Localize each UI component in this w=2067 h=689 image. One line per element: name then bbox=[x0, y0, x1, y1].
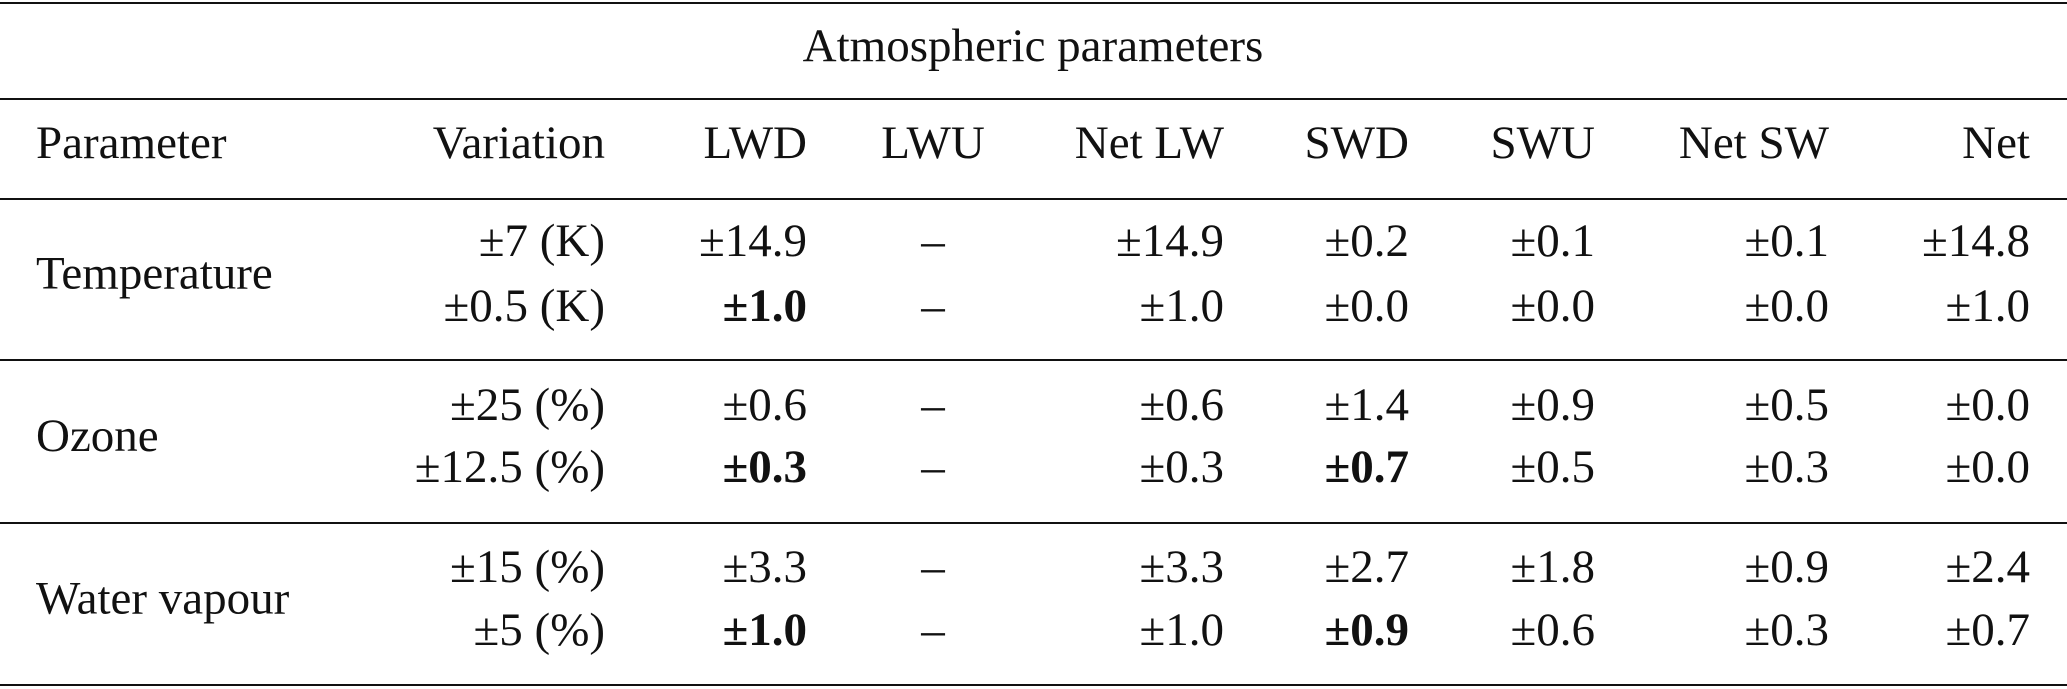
parameter-name: Ozone bbox=[36, 410, 159, 462]
cell: ±0.5 (K) bbox=[443, 280, 605, 332]
column-header: Net LW bbox=[1075, 117, 1225, 169]
cell: – bbox=[920, 441, 945, 493]
cell: ±0.1 bbox=[1510, 215, 1595, 267]
cell: – bbox=[920, 379, 945, 431]
cell: ±0.0 bbox=[1510, 280, 1595, 332]
column-header: LWU bbox=[881, 117, 985, 169]
cell: ±3.3 bbox=[1139, 541, 1224, 593]
cell: ±0.3 bbox=[722, 441, 807, 493]
cell: ±14.9 bbox=[1116, 215, 1224, 267]
cell: ±0.3 bbox=[1744, 604, 1829, 656]
cell: ±0.6 bbox=[1139, 379, 1224, 431]
cell: ±0.3 bbox=[1744, 441, 1829, 493]
cell: ±2.7 bbox=[1324, 541, 1409, 593]
cell: ±0.7 bbox=[1324, 441, 1409, 493]
table-title: Atmospheric parameters bbox=[803, 20, 1264, 72]
cell: ±7 (K) bbox=[479, 215, 605, 267]
cell: ±14.8 bbox=[1922, 215, 2030, 267]
cell: ±0.9 bbox=[1324, 604, 1409, 656]
cell: – bbox=[920, 541, 945, 593]
cell: ±1.0 bbox=[1945, 280, 2030, 332]
column-header: Net bbox=[1962, 117, 2030, 169]
cell: ±0.1 bbox=[1744, 215, 1829, 267]
cell: ±0.5 bbox=[1744, 379, 1829, 431]
column-header: Net SW bbox=[1679, 117, 1830, 169]
cell: – bbox=[920, 280, 945, 332]
cell: ±0.0 bbox=[1945, 379, 2030, 431]
cell: ±0.0 bbox=[1744, 280, 1829, 332]
cell: ±2.4 bbox=[1945, 541, 2030, 593]
parameter-name: Temperature bbox=[36, 247, 273, 299]
cell: ±0.5 bbox=[1510, 441, 1595, 493]
cell: – bbox=[920, 215, 945, 267]
cell: ±0.9 bbox=[1744, 541, 1829, 593]
cell: ±1.0 bbox=[722, 280, 807, 332]
column-header: Parameter bbox=[36, 117, 227, 169]
cell: ±15 (%) bbox=[450, 541, 605, 593]
column-header: SWU bbox=[1491, 117, 1595, 169]
cell: ±5 (%) bbox=[474, 604, 606, 656]
cell: – bbox=[920, 604, 945, 656]
column-header: Variation bbox=[433, 117, 605, 169]
cell: ±1.4 bbox=[1324, 379, 1409, 431]
cell: ±1.0 bbox=[1139, 604, 1224, 656]
cell: ±0.9 bbox=[1510, 379, 1595, 431]
cell: ±1.8 bbox=[1510, 541, 1595, 593]
cell: ±25 (%) bbox=[450, 379, 605, 431]
column-header: SWD bbox=[1305, 117, 1409, 169]
column-header: LWD bbox=[703, 117, 807, 169]
cell: ±0.7 bbox=[1945, 604, 2030, 656]
cell: ±0.6 bbox=[1510, 604, 1595, 656]
cell: ±1.0 bbox=[722, 604, 807, 656]
parameter-name: Water vapour bbox=[36, 572, 290, 624]
cell: ±0.2 bbox=[1324, 215, 1409, 267]
cell: ±12.5 (%) bbox=[415, 441, 605, 493]
cell: ±0.3 bbox=[1139, 441, 1224, 493]
cell: ±14.9 bbox=[699, 215, 807, 267]
cell: ±3.3 bbox=[722, 541, 807, 593]
cell: ±0.0 bbox=[1324, 280, 1409, 332]
cell: ±0.6 bbox=[722, 379, 807, 431]
cell: ±1.0 bbox=[1139, 280, 1224, 332]
cell: ±0.0 bbox=[1945, 441, 2030, 493]
